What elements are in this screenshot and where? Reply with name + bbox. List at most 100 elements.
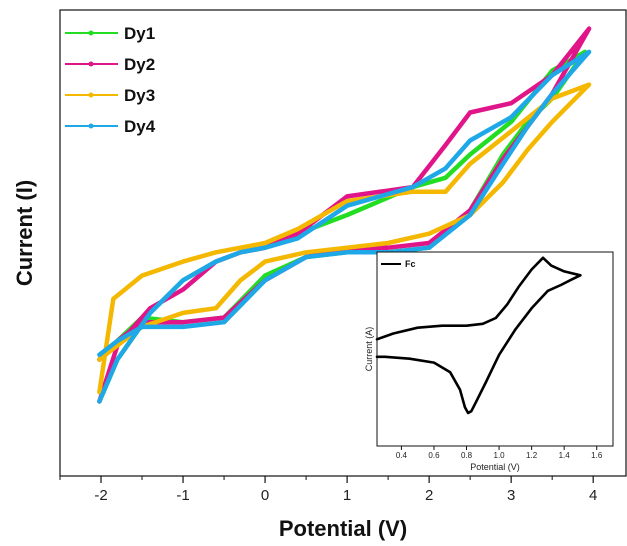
data-point-dy3 bbox=[97, 357, 101, 362]
data-point-dy3 bbox=[345, 199, 349, 203]
series-line-dy3 bbox=[97, 82, 592, 395]
inset-x-tick-label: 0.4 bbox=[396, 451, 408, 460]
data-point-dy3 bbox=[181, 260, 185, 264]
data-point-dy4 bbox=[115, 339, 119, 343]
data-point-dy3 bbox=[238, 278, 243, 282]
data-point-dy4 bbox=[427, 246, 431, 250]
data-point-dy4 bbox=[345, 204, 349, 208]
data-point-dy4 bbox=[181, 278, 185, 282]
data-point-dy4 bbox=[115, 357, 119, 362]
data-point-dy4 bbox=[550, 92, 554, 96]
inset-x-tick-label: 0.8 bbox=[461, 451, 473, 460]
data-point-dy3 bbox=[509, 129, 513, 133]
data-point-dy3 bbox=[263, 241, 267, 245]
data-point-dy3 bbox=[238, 246, 243, 250]
x-tick-label: 1 bbox=[343, 487, 351, 504]
data-point-dy1 bbox=[345, 213, 349, 217]
data-point-dy3 bbox=[214, 306, 218, 310]
data-point-dy3 bbox=[587, 83, 591, 87]
data-point-dy4 bbox=[263, 278, 267, 282]
data-point-dy2 bbox=[509, 101, 513, 105]
data-point-dy3 bbox=[181, 311, 185, 315]
data-point-dy4 bbox=[501, 162, 505, 166]
main-plot-frame bbox=[59, 9, 627, 477]
data-point-dy3 bbox=[386, 241, 390, 245]
data-point-dy4 bbox=[304, 255, 308, 259]
legend-marker-dy2 bbox=[88, 61, 94, 67]
x-axis-label: Potential (V) bbox=[279, 516, 407, 541]
data-point-dy3 bbox=[427, 232, 431, 236]
data-point-dy3 bbox=[115, 343, 119, 348]
x-tick-label: -2 bbox=[94, 487, 107, 504]
data-point-dy4 bbox=[214, 260, 218, 264]
x-tick-label: 2 bbox=[425, 487, 433, 504]
data-point-dy4 bbox=[263, 246, 267, 250]
data-point-dy1 bbox=[509, 120, 513, 124]
inset-x-tick-label: 1.2 bbox=[526, 451, 538, 460]
data-point-dy3 bbox=[97, 390, 101, 394]
data-point-dy4 bbox=[140, 325, 144, 329]
legend-marker-dy3 bbox=[88, 92, 94, 98]
x-tick-label: 3 bbox=[507, 487, 515, 504]
inset-x-ticks: 0.4 0.6 0.8 1.0 1.2 1.4 1.6 bbox=[396, 446, 603, 460]
legend: Dy1 Dy2 Dy3 Dy4 bbox=[65, 24, 156, 136]
data-point-dy4 bbox=[443, 166, 448, 170]
legend-label-dy4: Dy4 bbox=[124, 117, 156, 136]
legend-label-dy1: Dy1 bbox=[124, 24, 155, 43]
data-point-dy2 bbox=[181, 288, 185, 292]
data-point-dy4 bbox=[587, 50, 591, 54]
data-point-dy3 bbox=[411, 190, 415, 194]
data-point-dy4 bbox=[148, 311, 152, 315]
legend-label-dy3: Dy3 bbox=[124, 86, 155, 105]
data-point-dy2 bbox=[345, 194, 349, 198]
inset-series-line-fc bbox=[375, 256, 582, 415]
data-point-dy3 bbox=[304, 250, 308, 254]
data-point-dy3 bbox=[526, 148, 530, 152]
inset-x-tick-label: 0.6 bbox=[428, 451, 440, 460]
legend-marker-dy4 bbox=[88, 123, 94, 129]
data-point-dy1 bbox=[263, 274, 267, 278]
x-tick-label: -1 bbox=[176, 487, 189, 504]
data-point-dy3 bbox=[550, 120, 554, 124]
data-point-dy3 bbox=[111, 297, 115, 301]
data-point-dy2 bbox=[443, 143, 448, 147]
data-point-dy2 bbox=[427, 241, 431, 245]
inset-x-tick-label: 1.6 bbox=[591, 451, 603, 460]
data-point-dy3 bbox=[443, 190, 448, 194]
data-point-dy4 bbox=[411, 185, 415, 189]
data-point-dy4 bbox=[238, 250, 243, 254]
data-point-dy2 bbox=[181, 320, 185, 324]
data-point-dy1 bbox=[468, 152, 472, 157]
data-point-dy2 bbox=[296, 232, 300, 236]
data-point-dy2 bbox=[468, 110, 472, 115]
data-point-dy4 bbox=[526, 124, 530, 129]
data-point-dy4 bbox=[97, 399, 101, 403]
inset-legend-label: Fc bbox=[405, 259, 416, 269]
data-point-dy4 bbox=[550, 73, 554, 77]
data-point-dy3 bbox=[296, 227, 300, 231]
data-point-dy1 bbox=[443, 176, 448, 180]
inset-y-axis-label: Current (A) bbox=[364, 327, 374, 372]
data-point-dy3 bbox=[345, 246, 349, 250]
inset-x-tick-label: 1.0 bbox=[494, 451, 506, 460]
data-point-dy4 bbox=[97, 353, 101, 357]
inset-plot-frame bbox=[376, 251, 614, 447]
inset-series-group bbox=[375, 256, 582, 415]
inset-x-axis-label: Potential (V) bbox=[470, 462, 520, 472]
data-point-dy2 bbox=[386, 246, 390, 250]
data-point-dy4 bbox=[222, 320, 226, 324]
data-point-dy4 bbox=[509, 115, 513, 119]
legend-marker-dy1 bbox=[88, 30, 94, 36]
data-point-dy4 bbox=[468, 213, 472, 217]
data-point-dy4 bbox=[181, 325, 185, 329]
inset-x-tick-label: 1.4 bbox=[559, 451, 571, 460]
main-x-ticks: -2 -1 0 1 2 3 4 bbox=[59, 476, 597, 504]
data-point-dy3 bbox=[501, 180, 505, 184]
data-point-dy3 bbox=[468, 162, 472, 166]
data-point-dy3 bbox=[214, 250, 218, 254]
main-series-group bbox=[97, 26, 592, 404]
x-tick-label: 0 bbox=[261, 487, 269, 504]
data-point-dy3 bbox=[140, 274, 144, 278]
data-point-dy4 bbox=[296, 236, 300, 240]
